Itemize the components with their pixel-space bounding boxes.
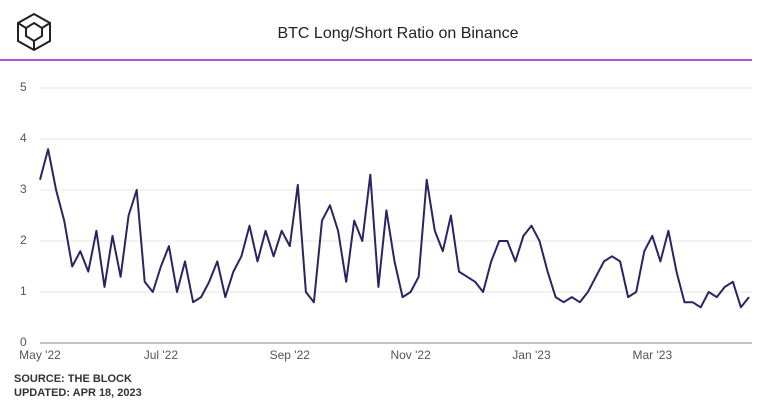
- x-tick-label: Mar '23: [632, 348, 672, 362]
- y-tick-label: 3: [20, 182, 27, 196]
- source: SOURCE: THE BLOCK: [14, 373, 132, 385]
- x-tick-label: Jan '23: [512, 348, 551, 362]
- y-tick-label: 0: [20, 335, 27, 349]
- logo: [17, 12, 51, 52]
- x-tick-label: Jul '22: [144, 348, 179, 362]
- y-tick-label: 4: [20, 131, 27, 145]
- x-tick-label: Sep '22: [270, 348, 311, 362]
- x-tick-label: May '22: [19, 348, 61, 362]
- y-tick-label: 1: [20, 284, 27, 298]
- x-tick-label: Nov '22: [390, 348, 431, 362]
- y-tick-label: 2: [20, 233, 27, 247]
- updated: UPDATED: APR 18, 2023: [14, 387, 142, 399]
- y-tick-label: 5: [20, 80, 27, 94]
- chart-title: BTC Long/Short Ratio on Binance: [277, 25, 518, 42]
- data-line: [39, 148, 750, 309]
